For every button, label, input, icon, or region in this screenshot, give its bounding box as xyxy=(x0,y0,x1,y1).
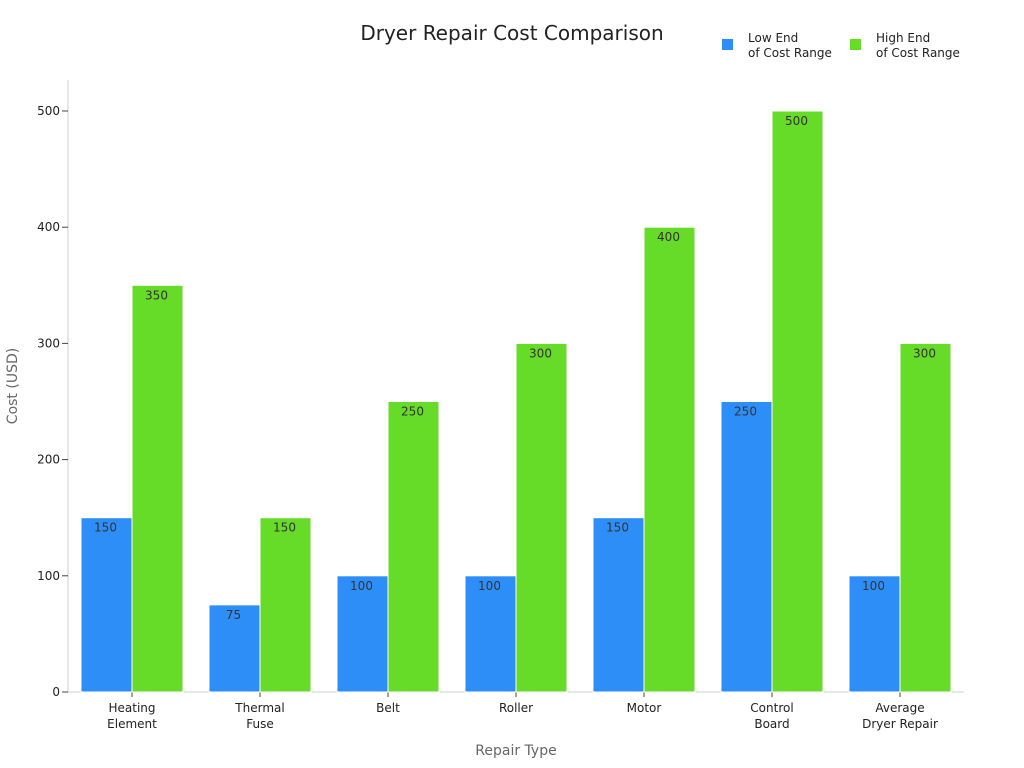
data-label: 75 xyxy=(226,608,241,622)
bar-high-end xyxy=(643,226,696,693)
x-tick-label: Heating Element xyxy=(107,701,157,731)
x-axis-title: Repair Type xyxy=(475,743,556,759)
bar-high-end xyxy=(515,342,568,693)
bar-high-end xyxy=(131,284,184,693)
bar-low-end xyxy=(592,517,645,693)
bar-low-end xyxy=(464,575,517,693)
data-label: 350 xyxy=(145,288,168,302)
y-tick-label: 500 xyxy=(37,104,60,118)
data-label: 300 xyxy=(913,346,936,360)
x-tick-label: Thermal Fuse xyxy=(234,701,284,731)
data-label: 250 xyxy=(401,405,424,419)
bar-high-end xyxy=(387,401,440,693)
data-label: 150 xyxy=(606,521,629,535)
data-label: 150 xyxy=(273,521,296,535)
legend-swatch-high xyxy=(850,39,861,50)
data-label: 300 xyxy=(529,346,552,360)
data-label: 150 xyxy=(94,521,117,535)
legend-label-high: High End of Cost Range xyxy=(876,31,960,60)
legend-swatch-low xyxy=(722,39,733,50)
bars xyxy=(80,110,952,693)
x-tick-label: Control Board xyxy=(750,701,793,731)
y-tick-label: 0 xyxy=(52,685,60,699)
legend-label-low: Low End of Cost Range xyxy=(748,31,832,60)
bar-low-end xyxy=(848,575,901,693)
y-tick-label: 200 xyxy=(37,453,60,467)
x-tick-label: Average Dryer Repair xyxy=(862,701,938,731)
data-label: 400 xyxy=(657,230,680,244)
y-axis: 0 100 200 300 400 500 xyxy=(37,80,69,699)
chart-title: Dryer Repair Cost Comparison xyxy=(360,21,663,45)
y-tick-label: 400 xyxy=(37,220,60,234)
data-label: 100 xyxy=(350,579,373,593)
data-label: 100 xyxy=(478,579,501,593)
bar-high-end xyxy=(771,110,824,693)
y-axis-title: Cost (USD) xyxy=(5,348,21,424)
data-label: 250 xyxy=(734,405,757,419)
x-tick-label: Motor xyxy=(627,701,662,715)
bar-high-end xyxy=(259,517,312,693)
y-tick-label: 300 xyxy=(37,336,60,350)
x-tick-label: Roller xyxy=(499,701,533,715)
legend: Low End of Cost Range High End of Cost Rang… xyxy=(722,31,960,60)
bar-low-end xyxy=(336,575,389,693)
data-label: 100 xyxy=(862,579,885,593)
x-tick-label: Belt xyxy=(376,701,400,715)
bar-high-end xyxy=(899,342,952,693)
bar-low-end xyxy=(80,517,133,693)
x-axis: Heating Element Thermal Fuse Belt Roller Motor… xyxy=(68,691,964,731)
bar-low-end xyxy=(720,401,773,693)
data-label: 500 xyxy=(785,114,808,128)
bar-low-end xyxy=(208,604,261,693)
y-tick-label: 100 xyxy=(37,569,60,583)
data-labels: 150 350 75 150 100 250 100 300 150 400 250 500 100 30… xyxy=(94,114,936,622)
